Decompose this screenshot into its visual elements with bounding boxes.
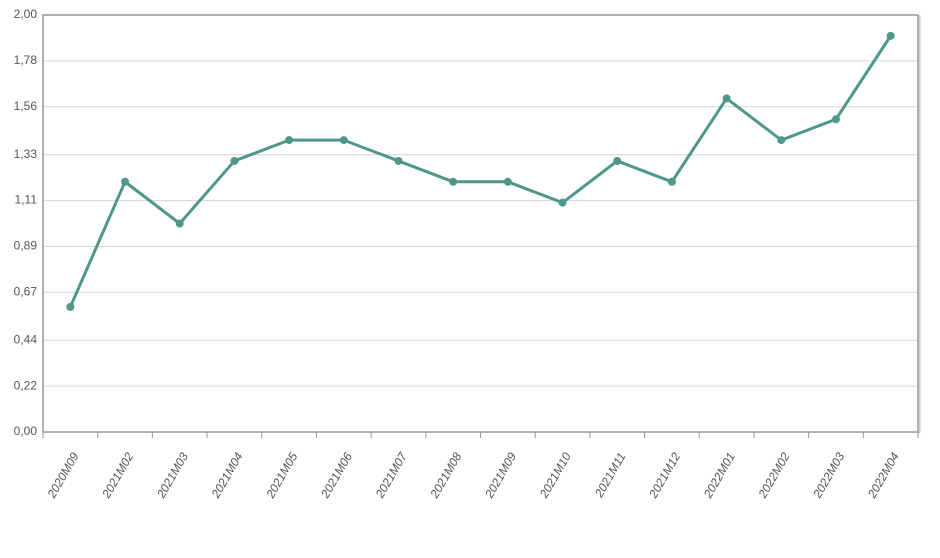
x-tick-label: 2022M04 xyxy=(864,450,902,501)
data-point xyxy=(831,115,840,124)
x-tick-label: 2021M12 xyxy=(646,450,684,501)
x-tick-label: 2021M11 xyxy=(591,450,628,500)
y-tick-label: 2,00 xyxy=(14,7,38,21)
data-point xyxy=(121,177,130,186)
x-tick-label: 2021M04 xyxy=(208,450,246,501)
data-point xyxy=(394,156,403,165)
data-point xyxy=(613,156,622,165)
x-tick-label: 2021M03 xyxy=(153,450,191,501)
y-tick-label: 0,44 xyxy=(14,332,38,346)
x-tick-label: 2020M09 xyxy=(44,450,82,501)
data-point xyxy=(886,31,895,40)
data-point xyxy=(503,177,512,186)
data-point xyxy=(339,136,348,145)
y-tick-label: 1,11 xyxy=(15,193,38,207)
data-point xyxy=(449,177,458,186)
x-tick-label: 2021M10 xyxy=(536,450,574,501)
x-tick-label: 2022M01 xyxy=(700,450,738,501)
y-tick-label: 1,33 xyxy=(14,147,38,161)
data-point xyxy=(285,136,294,145)
data-point xyxy=(667,177,676,186)
data-point xyxy=(777,136,786,145)
y-tick-label: 1,56 xyxy=(14,99,38,113)
y-tick-label: 0,00 xyxy=(14,424,38,438)
data-line xyxy=(68,35,892,308)
data-point xyxy=(66,302,75,311)
plot-border xyxy=(42,14,919,433)
x-tick-label: 2022M02 xyxy=(755,450,793,501)
y-tick-label: 0,89 xyxy=(14,239,38,253)
data-point xyxy=(558,198,567,207)
y-tick-label: 1,78 xyxy=(14,53,38,67)
x-tick-label: 2021M06 xyxy=(317,450,355,501)
data-point xyxy=(722,94,731,103)
x-tick-label: 2022M03 xyxy=(810,450,848,501)
y-tick-label: 0,22 xyxy=(14,378,38,392)
x-tick-label: 2021M02 xyxy=(99,450,137,501)
x-tick-label: 2021M05 xyxy=(263,450,301,501)
x-tick-label: 2021M07 xyxy=(372,449,410,501)
x-tick-label: 2021M09 xyxy=(482,450,520,501)
x-tick-label: 2021M08 xyxy=(427,450,465,501)
data-point xyxy=(175,219,184,228)
data-point xyxy=(230,156,239,165)
y-tick-label: 0,67 xyxy=(14,284,38,298)
